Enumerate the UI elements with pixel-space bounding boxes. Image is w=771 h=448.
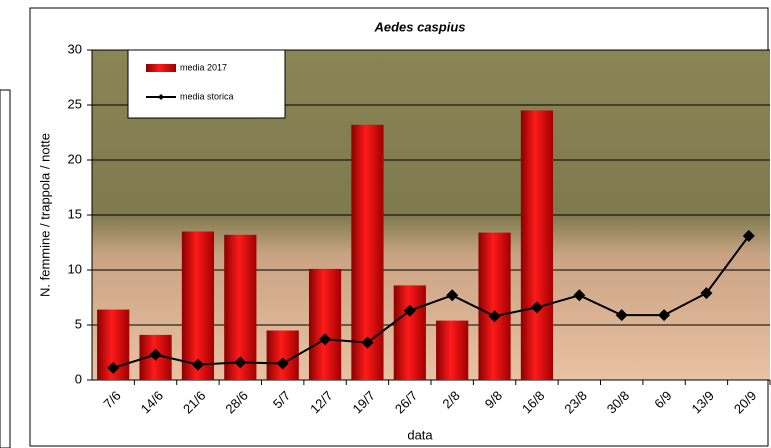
marker [488,310,501,323]
marker [700,287,713,300]
bar [266,330,299,380]
y-tick-label: 0 [75,371,82,386]
marker [149,348,162,361]
legend-box [127,49,286,119]
y-tick-label: 5 [75,316,82,331]
bar [224,234,257,380]
line [112,235,750,369]
marker [530,301,543,314]
marker [446,289,459,302]
bar [478,232,511,380]
side-frame [0,89,11,448]
chart-title: Aedes caspius [373,19,465,34]
marker [742,229,755,242]
marker [107,361,120,374]
y-tick-label: 15 [68,206,82,221]
legend-label: media storica [180,91,234,101]
legend-swatch [146,64,176,72]
marker [234,356,247,369]
y-tick-label: 30 [68,41,82,56]
x-axis-label: data [407,427,433,442]
y-tick-label: 25 [68,96,82,111]
bar [436,320,469,380]
marker [361,336,374,349]
marker [573,289,586,302]
marker [191,358,204,371]
legend-marker [158,94,164,100]
marker [658,309,671,322]
bar [393,285,426,380]
y-tick-label: 10 [68,261,82,276]
marker [403,304,416,317]
marker [319,333,332,346]
marker [615,309,628,322]
y-axis-label: N. femmine / trappola / notte [37,133,52,297]
bar [520,110,554,380]
legend-label: media 2017 [180,62,227,72]
marker [276,357,289,370]
bar [181,231,215,380]
bar [308,268,342,380]
y-tick-label: 20 [68,151,82,166]
